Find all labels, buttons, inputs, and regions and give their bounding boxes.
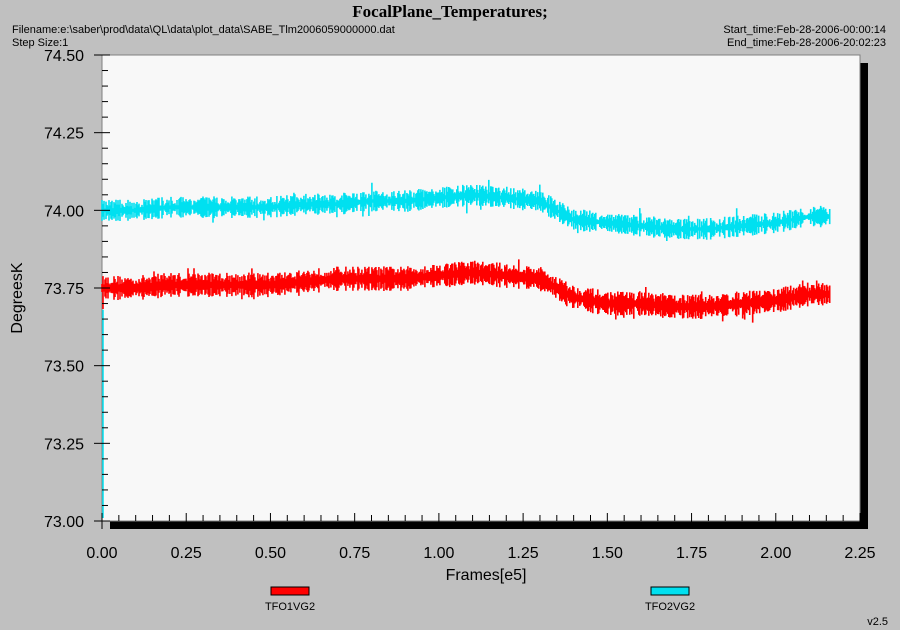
series-layer bbox=[101, 179, 831, 518]
legend-swatch bbox=[270, 586, 310, 596]
x-tick-label: 2.00 bbox=[760, 545, 791, 562]
y-tick-label: 74.50 bbox=[44, 48, 84, 65]
x-tick-label: 0.75 bbox=[339, 545, 370, 562]
x-axis-title: Frames[e5] bbox=[446, 567, 527, 584]
filename-label: Filename:e:\saber\prod\data\QL\data\plot… bbox=[12, 24, 395, 36]
time-info: Start_time:Feb-28-2006-00:00:14 End_time… bbox=[723, 24, 886, 50]
axis-ticks: 73.00 73.25 73.50 73.75 74.00 74.25 74.50 0.00 0… bbox=[44, 48, 876, 562]
legend-label: TFO2VG2 bbox=[645, 601, 695, 613]
legend-label: TFO1VG2 bbox=[265, 601, 315, 613]
x-tick-label: 0.00 bbox=[86, 545, 117, 562]
x-tick-label: 1.50 bbox=[592, 545, 623, 562]
x-tick-label: 1.75 bbox=[676, 545, 707, 562]
y-tick-label: 74.00 bbox=[44, 203, 84, 220]
y-tick-label: 74.25 bbox=[44, 126, 84, 143]
legend-item-tfo2vg2: TFO2VG2 bbox=[645, 586, 695, 613]
x-tick-label: 2.25 bbox=[844, 545, 875, 562]
y-axis-title: DegreesK bbox=[9, 262, 26, 333]
chart-title: FocalPlane_Temperatures; bbox=[352, 2, 548, 21]
y-tick-label: 73.75 bbox=[44, 281, 84, 298]
end-time-label: End_time:Feb-28-2006-20:02:23 bbox=[727, 37, 886, 49]
x-tick-label: 1.25 bbox=[508, 545, 539, 562]
y-tick-label: 73.00 bbox=[44, 514, 84, 531]
x-tick-label: 1.00 bbox=[423, 545, 454, 562]
version-label: v2.5 bbox=[867, 616, 888, 628]
x-tick-label: 0.25 bbox=[171, 545, 202, 562]
y-tick-label: 73.50 bbox=[44, 359, 84, 376]
file-info: Filename:e:\saber\prod\data\QL\data\plot… bbox=[12, 24, 395, 50]
x-tick-label: 0.50 bbox=[255, 545, 286, 562]
start-time-label: Start_time:Feb-28-2006-00:00:14 bbox=[723, 24, 886, 36]
legend-swatch bbox=[650, 586, 690, 596]
y-tick-label: 73.25 bbox=[44, 436, 84, 453]
legend-item-tfo1vg2: TFO1VG2 bbox=[265, 586, 315, 613]
step-size-label: Step Size:1 bbox=[12, 37, 69, 49]
legend: TFO1VG2 TFO2VG2 bbox=[265, 586, 695, 613]
